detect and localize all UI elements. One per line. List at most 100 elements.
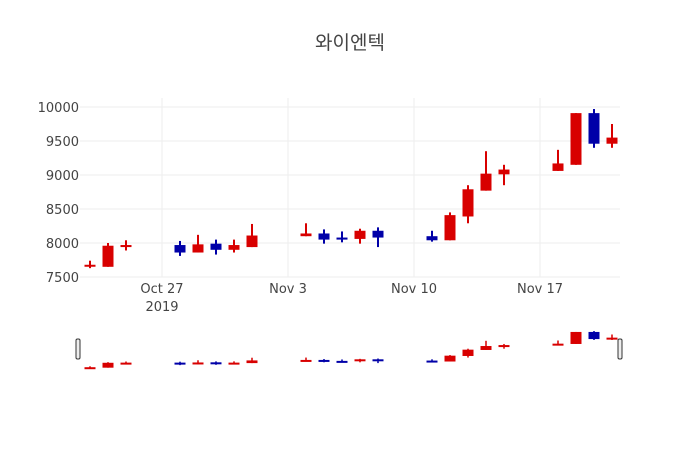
- slider-candle: [318, 358, 330, 363]
- slider-candle: [606, 334, 618, 341]
- candle-body: [174, 245, 186, 253]
- candle-increasing[interactable]: [300, 223, 312, 237]
- candle-increasing[interactable]: [552, 149, 564, 171]
- candle-body: [606, 137, 618, 144]
- slider-candle: [444, 355, 456, 362]
- candle-body: [210, 243, 222, 250]
- slider-candle: [336, 359, 348, 363]
- y-tick-label: 9000: [46, 169, 79, 184]
- x-tick-year-label: 2019: [145, 300, 178, 315]
- slider-candle-body: [210, 362, 222, 365]
- slider-candle: [192, 360, 204, 365]
- slider-candle-body: [336, 360, 348, 363]
- y-tick-label: 7500: [46, 271, 79, 286]
- slider-candle: [588, 331, 600, 341]
- slider-candle: [300, 357, 312, 362]
- slider-candle: [480, 340, 492, 350]
- slider-candle: [552, 340, 564, 346]
- slider-candle-body: [318, 359, 330, 362]
- slider-candle-body: [570, 331, 582, 344]
- candle-body: [498, 169, 510, 175]
- candle-decreasing[interactable]: [372, 227, 384, 248]
- candle-increasing[interactable]: [462, 185, 474, 224]
- candle-decreasing[interactable]: [588, 109, 600, 148]
- slider-candle: [426, 359, 438, 363]
- slider-candle-body: [300, 359, 312, 362]
- slider-candle-body: [480, 346, 492, 350]
- candle-increasing[interactable]: [120, 240, 132, 251]
- candle-increasing[interactable]: [606, 124, 618, 148]
- candle-body: [588, 113, 600, 144]
- slider-candle-body: [102, 362, 114, 368]
- y-tick-label: 8000: [46, 237, 79, 252]
- candle-body: [192, 244, 204, 253]
- candle-body: [444, 215, 456, 241]
- slider-candle-body: [174, 362, 186, 365]
- slider-candle: [462, 348, 474, 358]
- candle-body: [354, 230, 366, 239]
- candle-body: [228, 245, 240, 250]
- slider-candle-body: [462, 349, 474, 356]
- range-slider[interactable]: [75, 331, 623, 370]
- slider-candle-body: [84, 367, 96, 370]
- candle-increasing[interactable]: [498, 164, 510, 186]
- candle-increasing[interactable]: [354, 228, 366, 244]
- candle-increasing[interactable]: [228, 239, 240, 253]
- candle-body: [120, 245, 132, 248]
- y-tick-label: 8500: [46, 203, 79, 218]
- slider-candle: [246, 357, 258, 364]
- candle-decreasing[interactable]: [318, 229, 330, 244]
- slider-candle: [372, 358, 384, 364]
- slider-candle-body: [192, 362, 204, 365]
- x-tick-label: Nov 17: [517, 282, 563, 297]
- slider-candle-body: [372, 359, 384, 362]
- candle-body: [570, 113, 582, 165]
- slider-candle-body: [444, 355, 456, 362]
- slider-candle: [102, 362, 114, 368]
- slider-candle: [120, 361, 132, 365]
- slider-candle-body: [228, 362, 240, 365]
- candle-decreasing[interactable]: [210, 239, 222, 255]
- candle-body: [426, 236, 438, 241]
- slider-candle: [174, 361, 186, 366]
- candle-increasing[interactable]: [192, 234, 204, 253]
- y-tick-label: 10000: [38, 101, 79, 116]
- candle-body: [246, 235, 258, 248]
- y-tick-label: 9500: [46, 135, 79, 150]
- slider-candle-body: [552, 343, 564, 346]
- slider-candle: [570, 331, 582, 344]
- chart-title: 와이엔텍: [315, 32, 385, 54]
- candle-decreasing[interactable]: [336, 231, 348, 243]
- candle-body: [102, 245, 114, 267]
- candle-body: [462, 189, 474, 217]
- slider-candle: [354, 358, 366, 363]
- slider-candle: [498, 343, 510, 349]
- slider-candle: [84, 366, 96, 370]
- slider-candle-body: [120, 362, 132, 365]
- range-slider-right-handle[interactable]: [617, 338, 623, 360]
- slider-candle-body: [498, 345, 510, 348]
- candle-decreasing[interactable]: [174, 240, 186, 256]
- candle-increasing[interactable]: [444, 212, 456, 241]
- x-tick-label: Oct 27: [140, 282, 183, 297]
- slider-candle-body: [354, 359, 366, 362]
- candle-increasing[interactable]: [84, 260, 96, 269]
- slider-candle-body: [246, 360, 258, 364]
- slider-candle-body: [588, 331, 600, 340]
- candle-increasing[interactable]: [480, 151, 492, 191]
- candle-body: [372, 230, 384, 238]
- candle-increasing[interactable]: [102, 243, 114, 267]
- candle-increasing[interactable]: [570, 113, 582, 165]
- slider-candle: [228, 361, 240, 365]
- x-tick-label: Nov 3: [269, 282, 307, 297]
- candle-body: [318, 233, 330, 240]
- candle-increasing[interactable]: [246, 223, 258, 248]
- x-tick-label: Nov 10: [391, 282, 437, 297]
- candle-decreasing[interactable]: [426, 230, 438, 242]
- candle-body: [552, 163, 564, 171]
- range-slider-left-handle[interactable]: [75, 338, 81, 360]
- candle-body: [480, 173, 492, 191]
- candle-body: [300, 233, 312, 237]
- candle-body: [336, 237, 348, 240]
